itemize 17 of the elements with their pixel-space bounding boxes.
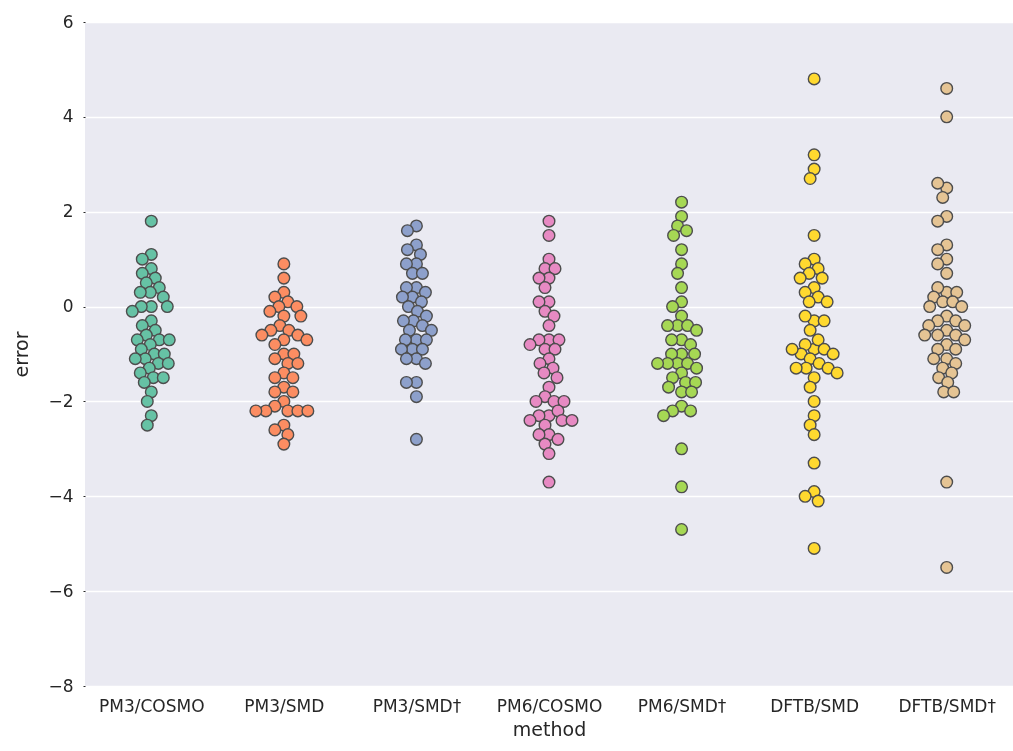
- y-tick-label: −2: [48, 390, 74, 411]
- x-tick-label: PM3/SMD: [244, 695, 325, 716]
- y-tick-label: −4: [48, 485, 74, 506]
- x-tick-label: DFTB/SMD: [770, 695, 860, 716]
- y-tick-label: 6: [62, 11, 74, 32]
- x-tick-label: PM3/COSMO: [99, 695, 205, 716]
- y-tick-label: −8: [48, 675, 74, 696]
- y-tick-label: 4: [62, 106, 74, 127]
- y-axis-title: error: [10, 331, 33, 378]
- y-tick-label: 2: [62, 201, 74, 222]
- x-tick-label: PM3/SMD†: [372, 695, 462, 716]
- y-tick-label: 0: [62, 296, 74, 317]
- x-tick-label: DFTB/SMD†: [898, 695, 997, 716]
- y-tick-label: −6: [48, 580, 74, 601]
- x-tick-label: PM6/SMD†: [637, 695, 727, 716]
- x-axis-title: method: [512, 717, 587, 740]
- x-tick-label: PM6/COSMO: [496, 695, 603, 716]
